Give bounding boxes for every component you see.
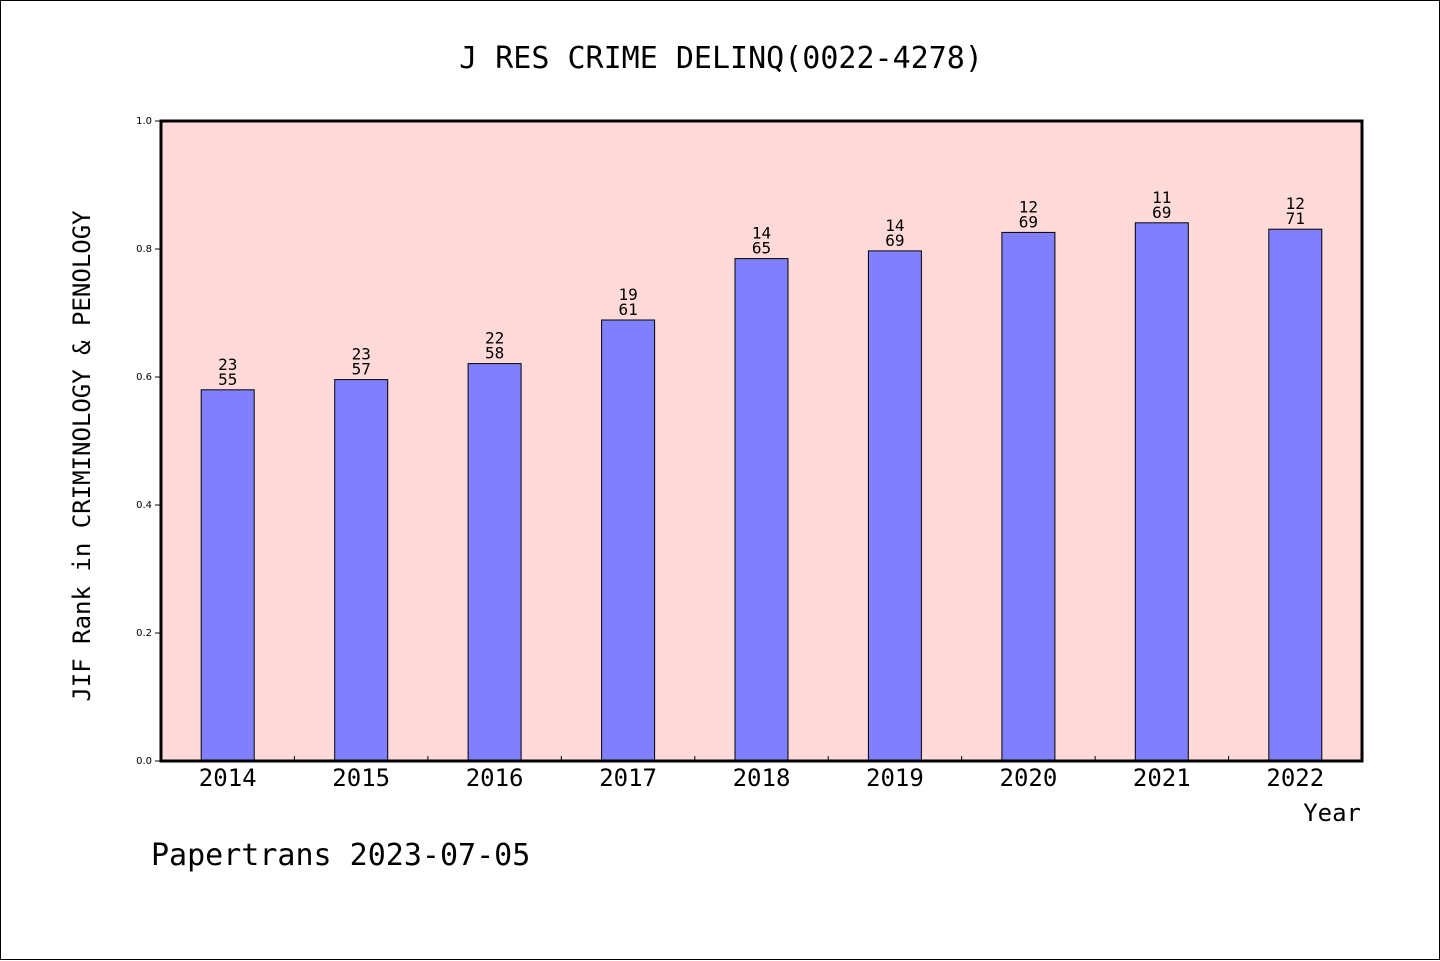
bar-2017 — [601, 319, 656, 762]
y-tick-label: 1.0 — [136, 116, 152, 127]
x-tick-label-2020: 2020 — [1000, 764, 1058, 792]
x-tick-label-2015: 2015 — [332, 764, 390, 792]
bar-2020 — [1001, 231, 1056, 762]
x-axis-label: Year — [1303, 799, 1361, 827]
bar-2022 — [1268, 228, 1323, 762]
y-tick-label: 0.0 — [136, 756, 152, 767]
bar-label-total-2014: 55 — [218, 370, 237, 389]
bar-label-rank-2020: 12 — [1019, 197, 1038, 216]
bar-2014 — [200, 389, 255, 762]
x-tick-label-2019: 2019 — [866, 764, 924, 792]
bar-label-total-2015: 57 — [352, 360, 371, 379]
bar-2018 — [734, 258, 789, 762]
bar-label-rank-2016: 22 — [485, 329, 504, 348]
plot-border — [159, 119, 1364, 763]
bar-label-rank-2015: 23 — [352, 345, 371, 364]
x-tick-label-2018: 2018 — [733, 764, 791, 792]
bar-label-total-2019: 69 — [885, 231, 904, 250]
bar-label-rank-2018: 14 — [752, 224, 771, 243]
x-tick-label-2016: 2016 — [466, 764, 524, 792]
bar-2016 — [467, 363, 522, 762]
bar-label-rank-2019: 14 — [885, 216, 904, 235]
bar-label-total-2020: 69 — [1019, 212, 1038, 231]
bar-label-rank-2021: 11 — [1152, 188, 1171, 207]
x-tick-label-2022: 2022 — [1266, 764, 1324, 792]
bar-label-rank-2014: 23 — [218, 355, 237, 374]
watermark-text: Papertrans 2023-07-05 — [151, 838, 530, 873]
bar-2021 — [1134, 222, 1189, 762]
bar-label-rank-2017: 19 — [618, 285, 637, 304]
x-tick-label-2017: 2017 — [599, 764, 657, 792]
y-tick-label: 0.6 — [136, 372, 152, 383]
y-tick-label: 0.2 — [136, 628, 152, 639]
y-tick-label: 0.8 — [136, 244, 152, 255]
x-tick-label-2021: 2021 — [1133, 764, 1191, 792]
y-tick-label: 0.4 — [136, 500, 152, 511]
bar-label-total-2017: 61 — [618, 300, 637, 319]
x-tick-label-2014: 2014 — [199, 764, 257, 792]
y-axis-label: JIF Rank in CRIMINOLOGY & PENOLOGY — [68, 210, 96, 702]
bar-label-total-2021: 69 — [1152, 203, 1171, 222]
chart-title: J RES CRIME DELINQ(0022-4278) — [459, 41, 983, 76]
bar-label-total-2022: 71 — [1286, 209, 1305, 228]
bar-label-total-2016: 58 — [485, 344, 504, 363]
bar-label-rank-2022: 12 — [1286, 194, 1305, 213]
bar-label-total-2018: 65 — [752, 239, 771, 258]
bar-2015 — [334, 379, 389, 762]
bar-2019 — [867, 250, 922, 762]
